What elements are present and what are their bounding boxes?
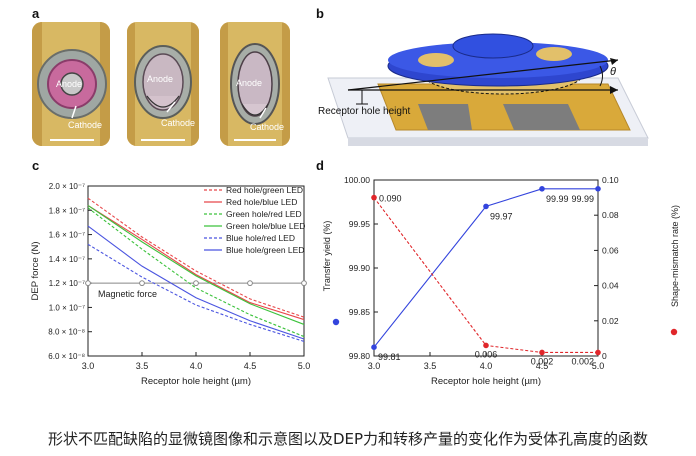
anode-label-3: Anode bbox=[236, 78, 263, 88]
y-tick-label: 1.2 × 10⁻⁷ bbox=[49, 279, 85, 288]
y-tick-label: 2.0 × 10⁻⁷ bbox=[49, 182, 85, 191]
micrograph-3-image bbox=[220, 22, 290, 146]
magnetic-force-point bbox=[247, 280, 253, 287]
y-left-tick-label: 99.85 bbox=[349, 307, 371, 317]
series-line-2 bbox=[87, 207, 305, 338]
series-point-0 bbox=[539, 186, 545, 192]
series-line-0 bbox=[373, 188, 598, 348]
y-left-tick-label: 99.95 bbox=[349, 219, 371, 229]
cathode-label-3: Cathode bbox=[250, 122, 285, 132]
x-tick-label: 3.5 bbox=[136, 361, 149, 371]
micrograph-2: Anode Cathode bbox=[127, 22, 199, 146]
y-left-tick-label: 99.80 bbox=[349, 351, 371, 361]
x-tick-label: 5.0 bbox=[592, 361, 605, 371]
series-line-1 bbox=[87, 204, 305, 321]
y-tick-label: 1.6 × 10⁻⁷ bbox=[49, 231, 85, 240]
data-label-0: 99.81 bbox=[378, 352, 401, 362]
y-right-axis-label: Shape-mismatch rate (%) bbox=[670, 205, 680, 307]
left-axis-marker bbox=[332, 318, 340, 326]
micrograph-2-image bbox=[127, 22, 199, 146]
panel-label-c: c bbox=[32, 158, 40, 173]
x-tick-label: 4.0 bbox=[480, 361, 493, 371]
y-right-tick-label: 0.04 bbox=[602, 281, 619, 291]
legend-label-0: Red hole/green LED bbox=[226, 185, 303, 195]
cathode-label-1: Cathode bbox=[68, 120, 103, 130]
series-line-1 bbox=[373, 197, 598, 354]
panel-label-d: d bbox=[316, 158, 324, 173]
legend-label-1: Red hole/blue LED bbox=[226, 197, 297, 207]
y-tick-label: 1.4 × 10⁻⁷ bbox=[49, 255, 85, 264]
theta-label: θ bbox=[610, 66, 616, 78]
x-tick-label: 4.5 bbox=[244, 361, 257, 371]
x-axis-label: Receptor hole height (µm) bbox=[431, 376, 541, 387]
magnetic-force-point bbox=[193, 280, 199, 287]
y-left-axis-label: Transfer yield (%) bbox=[322, 221, 332, 292]
series-line-4 bbox=[87, 243, 305, 342]
y-right-tick-label: 0 bbox=[602, 351, 607, 361]
transfer-yield-chart: 3.0 3.5 4.0 4.5 5.0 99.80 99.85 99.90 99.95 100.0… bbox=[322, 175, 680, 387]
legend-label-2: Green hole/red LED bbox=[226, 209, 302, 219]
magnetic-force-point bbox=[85, 280, 91, 287]
series-line-3 bbox=[87, 204, 305, 325]
x-tick-label: 5.0 bbox=[298, 361, 311, 371]
series-point-1 bbox=[595, 349, 601, 356]
series-line-0 bbox=[87, 197, 305, 318]
series-point-0 bbox=[595, 186, 601, 192]
y-right-tick-label: 0.10 bbox=[602, 175, 619, 185]
data-label-0: 99.99 bbox=[571, 194, 594, 204]
y-tick-label: 8.0 × 10⁻⁸ bbox=[48, 328, 85, 337]
series-point-0 bbox=[483, 203, 489, 210]
panel-label-b: b bbox=[316, 6, 324, 21]
data-label-1: 0.002 bbox=[571, 356, 594, 366]
x-axis-label: Receptor hole height (µm) bbox=[141, 376, 251, 387]
magnetic-force-point bbox=[301, 280, 307, 287]
anode-label-1: Anode bbox=[56, 79, 83, 89]
x-tick-label: 3.0 bbox=[368, 361, 381, 371]
magnetic-force-point bbox=[139, 280, 145, 287]
data-label-1: 0.006 bbox=[475, 349, 498, 359]
panel-label-a: a bbox=[32, 6, 40, 21]
x-tick-label: 4.5 bbox=[536, 361, 549, 371]
magnetic-force-label: Magnetic force bbox=[98, 289, 157, 299]
y-left-tick-label: 99.90 bbox=[349, 263, 371, 273]
series-point-1 bbox=[371, 194, 377, 201]
legend-label-5: Blue hole/green LED bbox=[226, 245, 304, 255]
schematic-diagram bbox=[327, 33, 649, 146]
x-tick-label: 4.0 bbox=[190, 361, 203, 371]
y-tick-label: 1.0 × 10⁻⁷ bbox=[49, 303, 85, 312]
receptor-hole-height-label: Receptor hole height bbox=[318, 106, 411, 117]
micrograph-1-image bbox=[32, 22, 110, 146]
y-right-tick-label: 0.08 bbox=[602, 210, 619, 220]
data-label-0: 99.97 bbox=[490, 211, 513, 221]
series-point-0 bbox=[371, 344, 377, 350]
y-tick-label: 1.8 × 10⁻⁷ bbox=[49, 206, 85, 215]
y-right-tick-label: 0.06 bbox=[602, 245, 619, 255]
figure-caption: 形状不匹配缺陷的显微镜图像和示意图以及DEP力和转移产量的变化作为受体孔高度的函… bbox=[47, 430, 649, 448]
anode-label-2: Anode bbox=[147, 74, 174, 84]
data-label-0: 99.99 bbox=[546, 194, 569, 204]
dep-force-chart: 3.0 3.5 4.0 4.5 5.0 6.0 × 10⁻⁸ 8.0 × 10⁻⁸ 1.0 ×… bbox=[30, 182, 311, 387]
series-line-5 bbox=[87, 225, 305, 340]
legend-label-4: Blue hole/red LED bbox=[226, 233, 295, 243]
x-tick-label: 3.0 bbox=[82, 361, 95, 371]
series-point-1 bbox=[539, 349, 545, 356]
cathode-label-2: Cathode bbox=[161, 118, 196, 128]
legend-label-3: Green hole/blue LED bbox=[226, 221, 305, 231]
micrograph-1: Anode Cathode bbox=[32, 22, 110, 146]
y-right-tick-label: 0.02 bbox=[602, 316, 619, 326]
data-label-1: 0.090 bbox=[379, 194, 402, 204]
right-axis-marker bbox=[670, 328, 678, 336]
data-label-1: 0.002 bbox=[531, 356, 554, 366]
y-left-tick-label: 100.00 bbox=[344, 175, 370, 185]
y-axis-label: DEP force (N) bbox=[30, 242, 41, 301]
y-tick-label: 6.0 × 10⁻⁸ bbox=[48, 352, 85, 361]
series-point-1 bbox=[483, 342, 489, 349]
micrograph-3: Anode Cathode bbox=[220, 22, 290, 146]
x-tick-label: 3.5 bbox=[424, 361, 437, 371]
